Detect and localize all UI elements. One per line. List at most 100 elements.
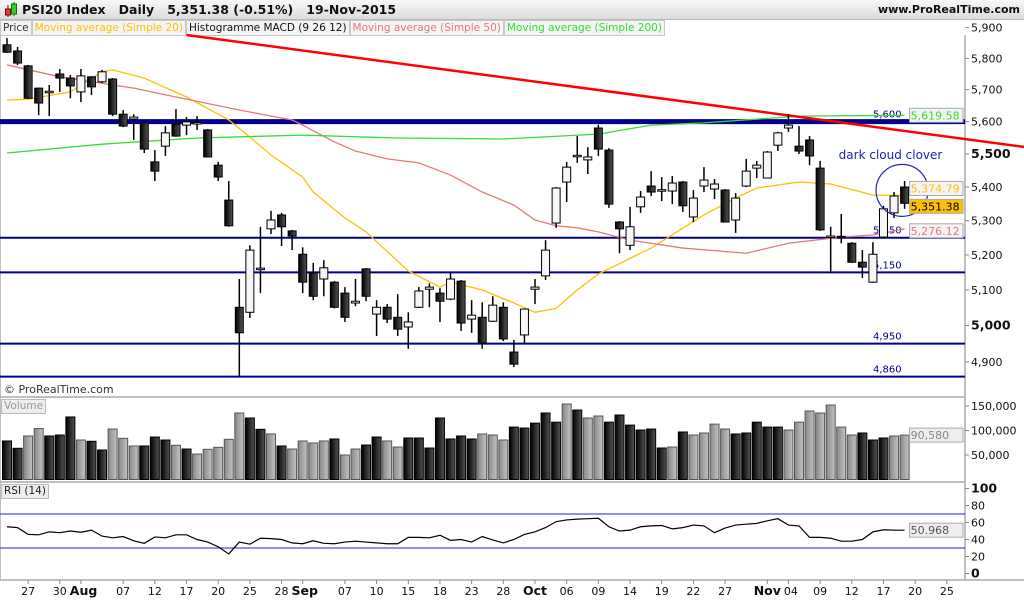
volume-bar [139, 445, 150, 481]
bearish-candle [614, 221, 624, 254]
volume-bar [339, 454, 350, 480]
candle-body [108, 78, 118, 115]
candle-body [868, 253, 878, 283]
bullish-candle [741, 158, 751, 188]
date-tick-label: 09 [591, 585, 605, 598]
candle-body [118, 113, 128, 127]
date-tick-label: Nov [754, 583, 781, 598]
candle-body [762, 151, 772, 179]
volume-bar [804, 410, 815, 480]
bearish-candle [213, 161, 223, 182]
volume-bar [730, 433, 741, 481]
bullish-candle [583, 147, 593, 175]
indicator-legend: Price Moving average (Simple 20) Histogr… [0, 20, 665, 36]
candle-body [488, 304, 498, 322]
date-tick-label: 06 [560, 585, 574, 598]
bearish-candle [593, 124, 603, 156]
volume-bar [561, 403, 572, 481]
volume-bar [434, 417, 445, 481]
candle-body [530, 286, 540, 290]
ma50-value-badge: 5,276.12 [911, 225, 960, 238]
volume-bar [223, 438, 234, 481]
date-tick-label: 20 [908, 585, 922, 598]
legend-ma50[interactable]: Moving average (Simple 50) [349, 20, 504, 36]
volume-bar [234, 412, 245, 480]
level-label: 4,950 [873, 332, 902, 343]
rsi-tick-label: 60 [971, 517, 985, 530]
bearish-candle [55, 68, 65, 92]
bullish-candle [562, 161, 572, 203]
volume-bar [751, 421, 762, 481]
bullish-candle [245, 245, 255, 319]
moving-average-line [6, 64, 905, 254]
volume-bar [878, 437, 889, 481]
bullish-candle [467, 300, 477, 333]
volume-bar [244, 417, 255, 481]
candle-body [86, 76, 96, 88]
volume-bar [266, 433, 276, 481]
legend-price[interactable]: Price [0, 20, 32, 36]
volume-bar [889, 435, 900, 481]
volume-bar [318, 440, 329, 480]
candle-body [878, 208, 888, 238]
legend-ma20[interactable]: Moving average (Simple 20) [31, 20, 186, 36]
bearish-candle [836, 213, 846, 244]
bullish-candle [710, 179, 720, 200]
volume-bar [23, 435, 34, 481]
volume-bar [202, 448, 213, 481]
level-label: 5,150 [873, 260, 902, 271]
bullish-candle [160, 126, 170, 156]
legend-ma200[interactable]: Moving average (Simple 200) [503, 20, 665, 36]
bearish-candle [139, 121, 149, 154]
date-tick-label: Aug [70, 583, 98, 598]
bearish-candle [34, 87, 44, 116]
rsi-panel-label: RSI (14) [1, 484, 49, 499]
bearish-candle [118, 110, 128, 128]
candle-body [192, 122, 202, 125]
bullish-candle [657, 177, 667, 202]
candle-body [23, 65, 33, 99]
candle-body [551, 187, 561, 224]
bullish-candle [731, 193, 741, 233]
candle-body [182, 121, 192, 126]
volume-bar [350, 448, 361, 481]
bullish-candle [783, 114, 793, 132]
level-label: 4,860 [873, 365, 902, 376]
date-tick-label: 07 [338, 585, 352, 598]
rsi-tick-label: 40 [971, 534, 985, 547]
volume-bar [456, 435, 467, 481]
candle-body [414, 290, 424, 308]
bullish-candle [44, 84, 54, 117]
price-tick-label: 5,100 [971, 284, 1003, 297]
date-tick-label: 20 [211, 585, 225, 598]
candle-body [340, 292, 350, 318]
volume-bar [477, 433, 488, 481]
bearish-candle [900, 181, 910, 209]
candle-body [34, 87, 44, 104]
volume-bar [646, 428, 657, 480]
volume-bar [614, 414, 625, 480]
date-tick-label: 23 [465, 585, 479, 598]
bearish-candle [108, 78, 118, 117]
volume-panel-label: Volume [1, 399, 47, 414]
volume-bar [382, 440, 393, 480]
date-tick-label: 15 [401, 585, 415, 598]
volume-bar [846, 434, 857, 480]
legend-macd[interactable]: Histogramme MACD (9 26 12) [185, 20, 350, 36]
date-tick-label: 27 [718, 585, 732, 598]
site-link[interactable]: www.ProRealTime.com [877, 3, 1020, 16]
volume-bar [836, 426, 847, 481]
volume-bar [33, 428, 44, 481]
volume-bar [572, 409, 583, 481]
bearish-candle [646, 171, 656, 197]
candle-body [498, 306, 508, 340]
volume-bar [276, 445, 287, 481]
bullish-candle [488, 296, 498, 322]
bullish-candle [446, 273, 456, 301]
candle-body [213, 164, 223, 178]
price-tick-label: 5,200 [971, 249, 1003, 262]
volume-value-badge: 90,580 [911, 429, 950, 442]
rsi-tick-label: 80 [971, 500, 985, 513]
rsi-tick-label: 100 [971, 481, 997, 496]
